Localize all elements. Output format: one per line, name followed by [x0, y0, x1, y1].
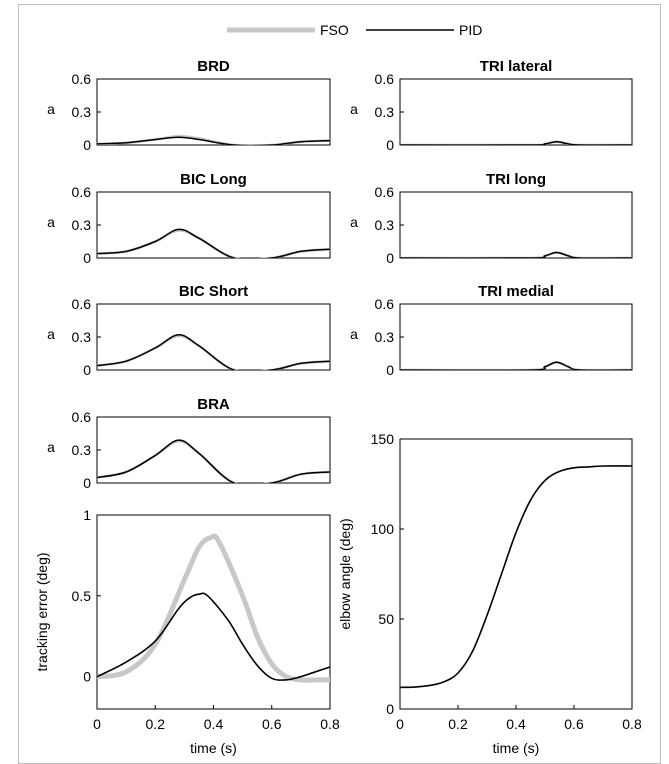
- chart-panel-8: 0 0.5 1 0 0.2 0.4 0.6 0.8 tracking error (deg) ti…: [34, 507, 340, 756]
- x-tick-label: 0: [396, 716, 404, 732]
- series-line-pid: [97, 334, 330, 370]
- series-line-pid: [400, 361, 632, 370]
- axes-box: [96, 78, 331, 146]
- y-tick-label: 0: [386, 701, 394, 717]
- y-tick-label: 0.3: [375, 217, 395, 233]
- series-line-pid: [400, 465, 632, 689]
- chart-panel-2: TRI lateral 0 0.3 0.6 a: [350, 58, 633, 153]
- y-axis-label: a: [47, 214, 55, 230]
- series-line-pid: [400, 251, 632, 258]
- y-tick-label: 0: [386, 137, 394, 153]
- series-group: [400, 361, 632, 370]
- series-line-fso: [97, 334, 330, 370]
- x-tick-label: 0.8: [320, 716, 340, 732]
- y-tick-label: 0.3: [72, 217, 92, 233]
- x-axis-label: time (s): [493, 740, 540, 756]
- x-tick-label: 0.4: [204, 716, 224, 732]
- y-tick-label: 0: [386, 250, 394, 266]
- series-group: [97, 533, 330, 683]
- y-tick-label: 100: [371, 521, 395, 537]
- panel-title: TRI lateral: [480, 58, 553, 75]
- y-tick-label: 0.6: [72, 184, 92, 200]
- chart-panel-4: TRI long 0 0.3 0.6 a: [350, 171, 633, 266]
- axes-box: [96, 416, 331, 484]
- y-tick-label: 0: [386, 362, 394, 378]
- series-group: [97, 439, 330, 483]
- y-tick-label: 0: [83, 475, 91, 491]
- y-tick-label: 0.6: [375, 296, 395, 312]
- y-axis-label: a: [47, 101, 55, 117]
- series-line-fso: [400, 361, 632, 370]
- chart-panel-5: BIC Short 0 0.3 0.6 a: [47, 283, 331, 378]
- series-line-pid: [97, 592, 330, 681]
- series-line-pid: [97, 439, 330, 483]
- series-group: [400, 140, 632, 145]
- axes-box: [399, 191, 633, 259]
- chart-panel-3: BIC Long 0 0.3 0.6 a: [47, 171, 331, 266]
- panel-title: TRI long: [486, 171, 546, 188]
- y-axis-label: a: [47, 326, 55, 342]
- y-tick-label: 1: [83, 507, 91, 523]
- y-tick-label: 0.3: [72, 442, 92, 458]
- y-tick-label: 0: [83, 137, 91, 153]
- panel-title: BIC Short: [179, 283, 248, 300]
- y-axis-label: a: [350, 101, 358, 117]
- x-tick-label: 0.6: [564, 716, 584, 732]
- y-tick-label: 0.3: [375, 104, 395, 120]
- y-tick-label: 0: [83, 362, 91, 378]
- series-line-pid: [97, 136, 330, 145]
- y-tick-label: 0.6: [375, 184, 395, 200]
- y-tick-label: 0.6: [72, 409, 92, 425]
- y-axis-label: a: [350, 214, 358, 230]
- series-line-pid: [400, 140, 632, 145]
- legend-label-fso: FSO: [320, 22, 349, 38]
- y-tick-label: 50: [378, 611, 394, 627]
- axes-box: [399, 303, 633, 371]
- y-tick-label: 0: [83, 669, 91, 685]
- series-line-fso: [97, 134, 330, 145]
- legend: FSO PID: [227, 22, 482, 38]
- y-tick-label: 0.6: [72, 71, 92, 87]
- y-tick-label: 0.6: [375, 71, 395, 87]
- x-tick-label: 0: [93, 716, 101, 732]
- series-group: [400, 251, 632, 258]
- series-line-fso: [97, 439, 330, 483]
- y-axis-label: a: [350, 326, 358, 342]
- panel-title: TRI medial: [478, 283, 554, 300]
- series-line-pid: [97, 228, 330, 258]
- panel-title: BRA: [197, 396, 230, 413]
- y-axis-label: a: [47, 439, 55, 455]
- axes-box: [399, 438, 633, 710]
- x-tick-label: 0.2: [448, 716, 468, 732]
- y-tick-label: 0.3: [72, 329, 92, 345]
- x-tick-label: 0.4: [506, 716, 526, 732]
- x-axis-label: time (s): [190, 740, 237, 756]
- chart-panel-7: BRA 0 0.3 0.6 a: [47, 396, 331, 491]
- x-tick-label: 0.6: [262, 716, 282, 732]
- legend-label-pid: PID: [459, 22, 482, 38]
- x-tick-label: 0.2: [146, 716, 166, 732]
- series-group: [97, 134, 330, 145]
- y-tick-label: 0.6: [72, 296, 92, 312]
- panel-title: BIC Long: [180, 171, 247, 188]
- chart-panel-1: BRD 0 0.3 0.6 a: [47, 58, 331, 153]
- y-tick-label: 150: [371, 431, 395, 447]
- y-axis-label: elbow angle (deg): [337, 518, 353, 629]
- series-group: [97, 334, 330, 370]
- series-line-fso: [97, 533, 330, 683]
- y-tick-label: 0.5: [72, 588, 92, 604]
- x-tick-label: 0.8: [622, 716, 642, 732]
- y-tick-label: 0.3: [72, 104, 92, 120]
- chart-panel-6: TRI medial 0 0.3 0.6 a: [350, 283, 633, 378]
- y-axis-label: tracking error (deg): [34, 552, 50, 671]
- series-group: [97, 228, 330, 258]
- panel-title: BRD: [197, 58, 230, 75]
- axes-box: [399, 78, 633, 146]
- series-line-fso: [97, 229, 330, 258]
- y-tick-label: 0: [83, 250, 91, 266]
- y-tick-label: 0.3: [375, 329, 395, 345]
- chart-panel-9: 0 50 100 150 0 0.2 0.4 0.6 0.8 elbow angle (deg) t…: [337, 431, 642, 756]
- series-group: [400, 465, 632, 689]
